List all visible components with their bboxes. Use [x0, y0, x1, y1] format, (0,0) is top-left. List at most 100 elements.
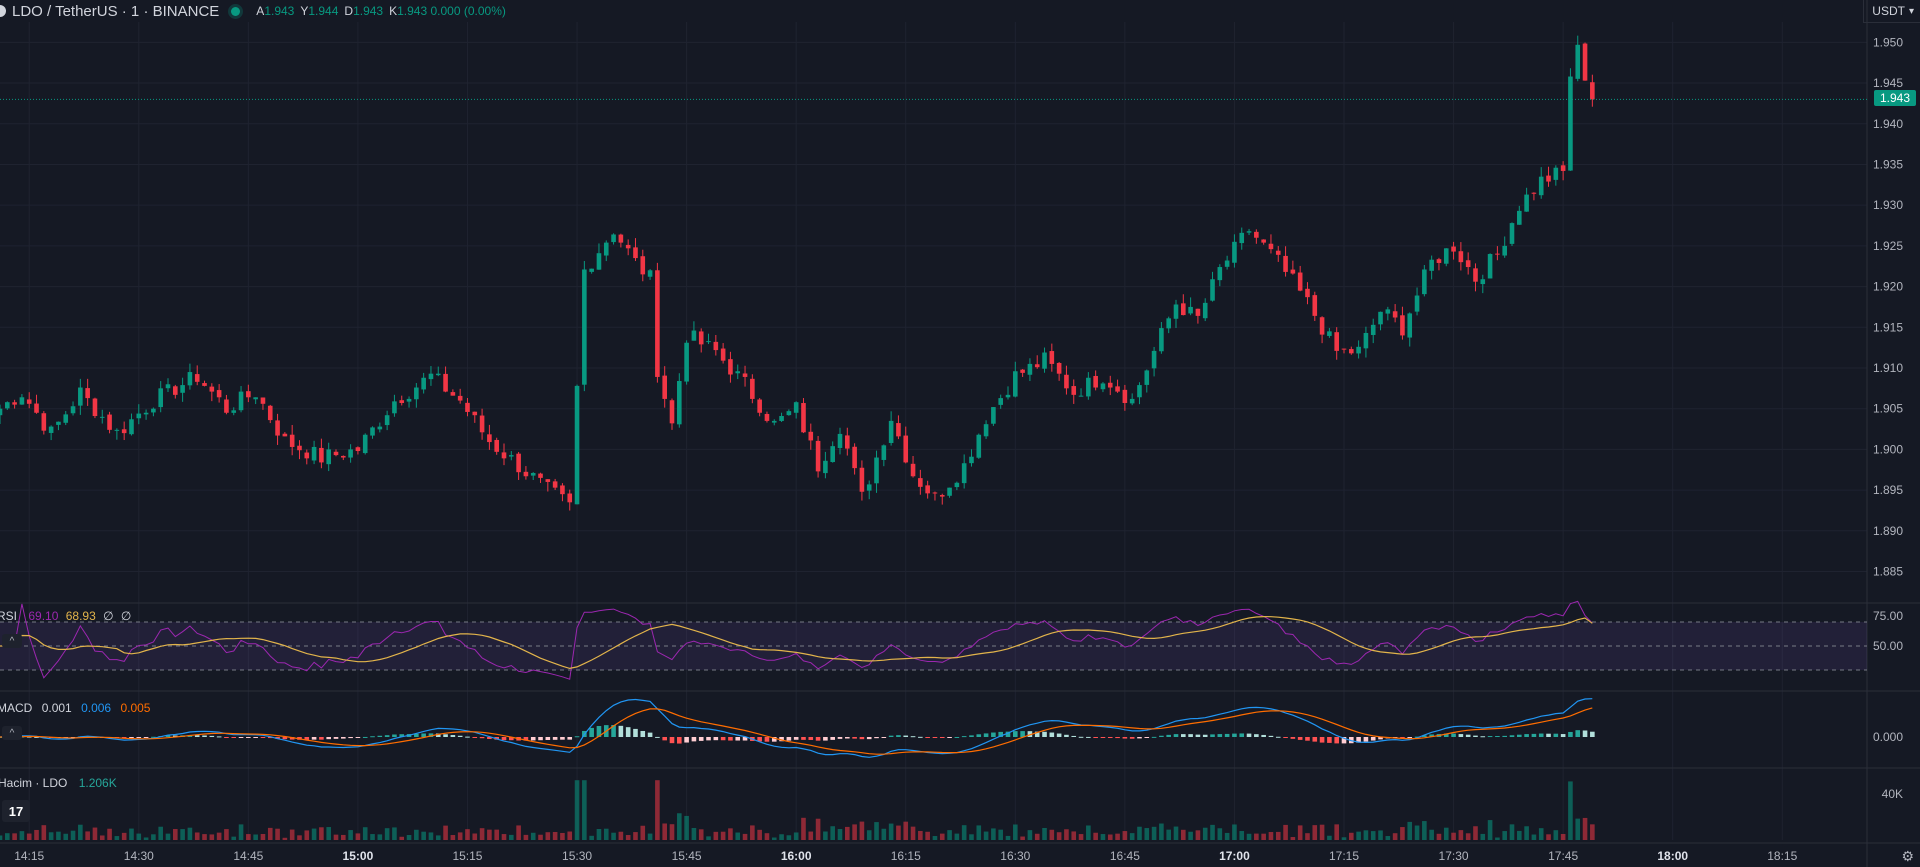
x-tick-label: 17:30 — [1439, 849, 1469, 863]
rsi-collapse-button[interactable]: ^ — [2, 634, 22, 648]
x-tick-label: 16:00 — [781, 849, 812, 863]
candle-body — [1202, 302, 1208, 319]
candle-body — [1100, 383, 1106, 390]
macd-collapse-button[interactable]: ^ — [2, 726, 22, 740]
candle-body — [1056, 362, 1062, 374]
volume-bar — [399, 836, 405, 840]
volume-bar — [143, 837, 149, 840]
gear-icon[interactable]: ⚙ — [1901, 848, 1914, 864]
symbol-title[interactable]: LDO / TetherUS · 1 · BINANCE — [12, 2, 220, 20]
volume-bar — [326, 827, 331, 840]
macd-legend[interactable]: MACD 0.001 0.006 0.005 — [0, 701, 150, 715]
volume-bar — [435, 835, 441, 840]
candle-body — [1049, 351, 1055, 364]
macd-hist-bar — [969, 735, 974, 737]
macd-hist-bar — [348, 737, 353, 739]
y-tick-label: 1.915 — [1873, 320, 1903, 334]
candle-body — [107, 414, 112, 430]
candle-body — [1349, 349, 1354, 354]
volume-bar — [479, 828, 485, 840]
candle-body — [1224, 260, 1230, 267]
candle-body — [56, 421, 61, 425]
candle-body — [669, 400, 675, 424]
volume-bar — [487, 829, 492, 840]
volume-bar — [1407, 821, 1413, 840]
candle-body — [165, 384, 171, 389]
volume-bar — [684, 815, 689, 840]
candle-body — [735, 371, 741, 374]
macd-hist-bar — [771, 737, 777, 742]
macd-hist-bar — [684, 737, 689, 743]
volume-bar — [866, 830, 872, 840]
volume-bar — [545, 832, 551, 840]
candle-body — [1312, 295, 1318, 316]
volume-bar — [1458, 830, 1464, 840]
volume-bar — [1341, 837, 1347, 840]
volume-bar — [771, 837, 777, 840]
volume-bar — [574, 780, 580, 840]
macd-hist-bar — [786, 737, 792, 741]
volume-bar — [1400, 827, 1405, 840]
volume-bar — [764, 833, 770, 840]
candle-body — [859, 467, 865, 492]
candle-body — [618, 234, 624, 243]
candle-body — [1495, 253, 1500, 255]
candle-body — [238, 391, 244, 411]
volume-bar — [1210, 824, 1215, 840]
volume-bar — [1531, 834, 1537, 840]
volume-bar — [1232, 824, 1237, 840]
candle-body — [1283, 255, 1288, 272]
volume-bar — [384, 828, 390, 840]
macd-hist-bar — [1107, 737, 1113, 738]
market-status-icon — [231, 6, 241, 16]
candle-body — [114, 429, 120, 431]
volume-bar — [815, 818, 821, 840]
candle-body — [837, 433, 843, 448]
ohlc-open: A1.943 — [256, 4, 295, 18]
volume-bar — [63, 833, 69, 840]
macd-hist-bar — [574, 736, 580, 738]
candle-body — [355, 447, 361, 452]
y-tick-label: 1.885 — [1873, 565, 1903, 579]
volume-bar — [1473, 826, 1478, 840]
candle-body — [289, 434, 295, 447]
rsi-legend[interactable]: RSI 69.10 68.93 ∅ ∅ — [0, 609, 131, 623]
candle-body — [1473, 268, 1478, 282]
y-tick-label: 1.890 — [1873, 524, 1903, 538]
volume-bar — [742, 833, 748, 840]
volume-legend[interactable]: Hacim · LDO 1.206K — [0, 776, 117, 790]
candle-body — [187, 372, 193, 386]
macd-hist-bar — [501, 737, 507, 741]
currency-button[interactable]: USDT ▾ — [1863, 0, 1920, 23]
candle-body — [260, 397, 266, 404]
candle-body — [465, 402, 470, 412]
candle-body — [881, 445, 887, 460]
candle-body — [450, 392, 456, 396]
volume-bar — [1254, 833, 1259, 840]
macd-hist-bar — [1166, 734, 1171, 737]
chevron-up-icon: ^ — [9, 635, 15, 647]
candle-body — [246, 391, 251, 398]
volume-bar — [954, 833, 960, 840]
volume-bar — [1327, 835, 1332, 840]
candle-body — [121, 429, 127, 434]
volume-bar — [1509, 824, 1515, 840]
macd-hist-bar — [384, 735, 390, 737]
volume-bar — [947, 830, 952, 840]
macd-hist-bar — [194, 735, 200, 737]
volume-name: Hacim · LDO — [0, 776, 68, 790]
candle-body — [1429, 259, 1434, 271]
macd-hist-bar — [925, 737, 930, 738]
volume-bar — [1502, 831, 1507, 840]
candle-body — [998, 398, 1003, 405]
volume-bar — [1422, 821, 1427, 840]
volume-bar — [1590, 824, 1595, 840]
volume-bar — [596, 828, 602, 840]
y-tick-label: 1.925 — [1873, 239, 1903, 253]
macd-hist-bar — [304, 737, 310, 740]
candle-body — [1560, 165, 1566, 171]
candle-body — [538, 473, 543, 478]
tradingview-logo-icon[interactable]: 17 — [2, 800, 30, 822]
volume-bar — [333, 834, 339, 840]
